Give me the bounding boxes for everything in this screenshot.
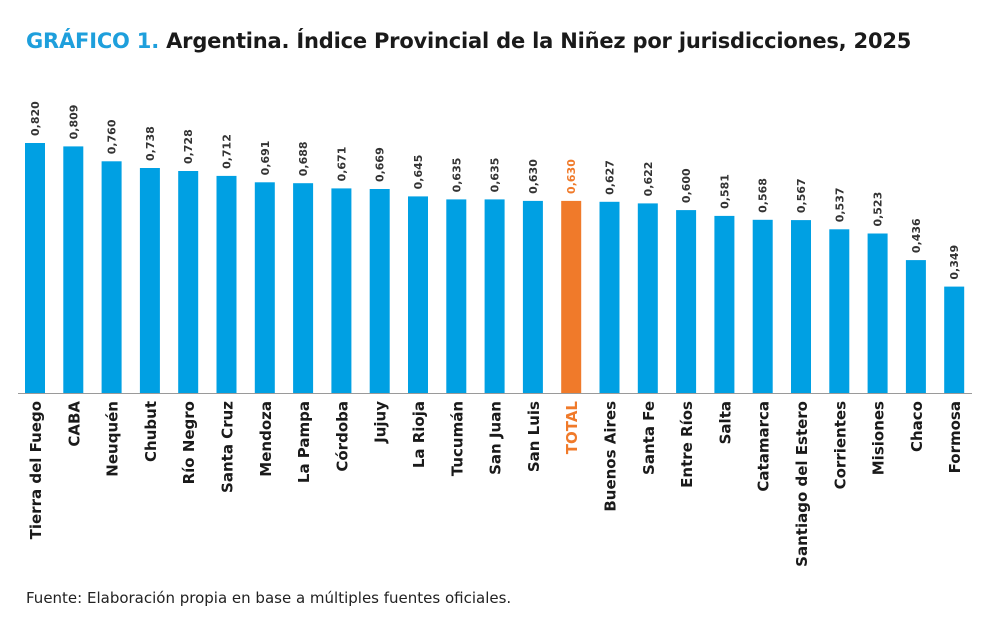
bar-san-luis bbox=[522, 200, 543, 393]
category-label: Buenos Aires bbox=[602, 401, 620, 512]
bar-la-pampa bbox=[293, 183, 314, 393]
bar-misiones bbox=[867, 233, 888, 393]
bar-caba bbox=[63, 146, 84, 393]
bar-tucumán bbox=[446, 199, 467, 393]
bar-chart: 0,820 Tierra del Fuego 0,809 CABA 0,760 Neuqu… bbox=[18, 101, 972, 567]
category-label: Tucumán bbox=[448, 401, 466, 476]
value-label: 0,738 bbox=[144, 126, 157, 161]
value-label: 0,436 bbox=[910, 218, 923, 253]
bar-catamarca bbox=[752, 219, 773, 393]
bar-jujuy bbox=[369, 189, 390, 393]
value-label: 0,630 bbox=[527, 159, 540, 194]
value-label: 0,712 bbox=[221, 134, 234, 169]
chart-title-prefix: GRÁFICO 1. bbox=[26, 29, 159, 53]
value-label: 0,635 bbox=[489, 158, 502, 193]
category-label: Neuquén bbox=[104, 401, 122, 477]
bar-formosa bbox=[944, 286, 965, 393]
category-label: Jujuy bbox=[372, 401, 390, 444]
bar-santa-cruz bbox=[216, 175, 237, 393]
value-label: 0,523 bbox=[872, 192, 885, 227]
category-label: Chaco bbox=[908, 401, 926, 452]
value-label: 0,600 bbox=[680, 168, 693, 203]
category-label: Misiones bbox=[870, 401, 888, 475]
bar-total bbox=[561, 200, 582, 393]
value-label: 0,688 bbox=[297, 141, 310, 176]
bar-entre-ríos bbox=[676, 210, 697, 393]
value-label: 0,349 bbox=[948, 245, 961, 280]
category-label: Entre Ríos bbox=[678, 401, 696, 488]
value-label: 0,622 bbox=[642, 162, 655, 197]
category-label: Tierra del Fuego bbox=[27, 401, 45, 539]
value-label: 0,567 bbox=[795, 178, 808, 213]
value-label: 0,630 bbox=[565, 159, 578, 194]
bar-santa-fe bbox=[637, 203, 658, 393]
category-label: Santa Cruz bbox=[219, 401, 237, 493]
bar-santiago-del-estero bbox=[791, 220, 811, 393]
bar-córdoba bbox=[331, 188, 352, 393]
bar-río-negro bbox=[178, 171, 199, 393]
value-label: 0,627 bbox=[604, 160, 617, 195]
value-label: 0,645 bbox=[412, 155, 425, 190]
category-label: CABA bbox=[65, 401, 83, 447]
value-label: 0,635 bbox=[450, 158, 463, 193]
category-label: San Juan bbox=[487, 401, 505, 475]
category-label: Catamarca bbox=[755, 401, 773, 492]
bar-mendoza bbox=[254, 182, 275, 393]
bar-chaco bbox=[905, 260, 926, 393]
bar-chubut bbox=[139, 168, 160, 393]
category-label: San Luis bbox=[525, 401, 543, 472]
category-label: Salta bbox=[716, 401, 734, 444]
bar-tierra-del-fuego bbox=[25, 143, 45, 393]
category-label: Santiago del Estero bbox=[793, 401, 811, 567]
bar-san-juan bbox=[484, 199, 505, 393]
category-label: Córdoba bbox=[333, 401, 351, 472]
category-label: Corrientes bbox=[831, 401, 849, 489]
category-label: Mendoza bbox=[257, 401, 275, 477]
value-label: 0,820 bbox=[29, 101, 42, 136]
value-label: 0,568 bbox=[757, 178, 770, 213]
category-label: La Rioja bbox=[410, 401, 428, 468]
value-label: 0,669 bbox=[374, 147, 387, 182]
bar-buenos-aires bbox=[599, 201, 620, 393]
category-label: Chubut bbox=[142, 401, 160, 462]
bar-la-rioja bbox=[408, 196, 428, 393]
value-label: 0,537 bbox=[833, 187, 846, 222]
category-label: TOTAL bbox=[563, 401, 581, 455]
source-note: Fuente: Elaboración propia en base a múl… bbox=[26, 589, 512, 607]
chart-title-text: Argentina. Índice Provincial de la Niñez… bbox=[166, 29, 912, 53]
bar-salta bbox=[714, 215, 735, 393]
category-label: La Pampa bbox=[295, 401, 313, 483]
value-label: 0,671 bbox=[335, 147, 348, 182]
bar-neuquén bbox=[101, 161, 122, 393]
value-label: 0,728 bbox=[182, 129, 195, 164]
category-label: Río Negro bbox=[180, 401, 198, 484]
chart-title: GRÁFICO 1. Argentina. Índice Provincial … bbox=[26, 29, 911, 53]
value-label: 0,760 bbox=[106, 119, 119, 154]
value-label: 0,691 bbox=[259, 141, 272, 176]
value-label: 0,809 bbox=[67, 105, 80, 140]
bar-corrientes bbox=[829, 229, 850, 393]
value-label: 0,581 bbox=[718, 174, 731, 209]
category-label: Santa Fe bbox=[640, 401, 658, 475]
category-label: Formosa bbox=[946, 401, 964, 473]
